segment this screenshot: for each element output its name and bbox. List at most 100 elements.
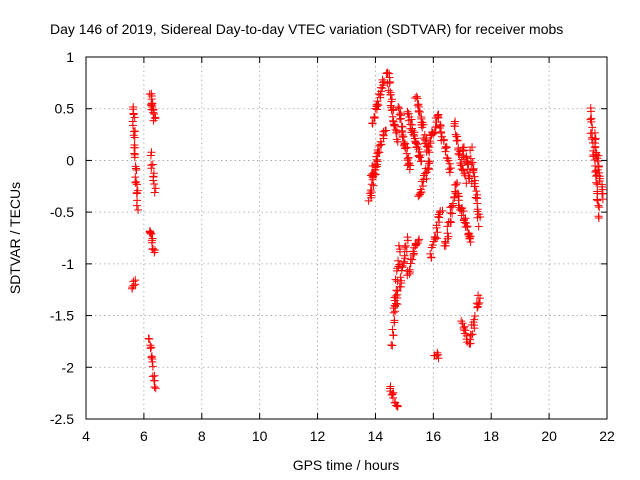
data-point [424, 164, 433, 173]
data-point [371, 104, 380, 113]
data-point [397, 278, 406, 287]
data-point [149, 176, 158, 185]
data-point [393, 286, 402, 295]
data-point [150, 180, 159, 189]
y-tick-label: 1 [66, 49, 74, 65]
data-point [366, 189, 375, 198]
data-point [459, 207, 468, 216]
data-point [593, 196, 602, 205]
data-point [414, 236, 423, 245]
data-point [593, 157, 602, 166]
data-point [438, 206, 447, 215]
data-point [409, 247, 418, 256]
data-point [420, 169, 429, 178]
data-point [591, 142, 600, 151]
data-point [457, 161, 466, 170]
data-point [148, 362, 157, 371]
data-point [147, 164, 156, 173]
data-point [474, 222, 483, 231]
data-point [443, 222, 452, 231]
data-point [586, 115, 595, 124]
data-point [374, 148, 383, 157]
data-point [456, 205, 465, 214]
data-point [426, 249, 435, 258]
data-point [454, 149, 463, 158]
data-point [445, 159, 454, 168]
data-point [399, 132, 408, 141]
data-point [598, 182, 607, 191]
y-axis-label: SDTVAR / TECUs [7, 182, 23, 294]
data-point [128, 284, 137, 293]
data-point [592, 178, 601, 187]
data-point [371, 159, 380, 168]
data-point [413, 101, 422, 110]
y-axis-ticks: -2.5 -2 -1.5 -1 -0.5 0 0.5 1 [50, 49, 607, 427]
data-point [411, 241, 420, 250]
data-point [453, 178, 462, 187]
data-point [448, 209, 457, 218]
data-point [147, 230, 156, 239]
data-point [427, 253, 436, 262]
data-point [390, 316, 399, 325]
y-tick-label: 0 [66, 152, 74, 168]
data-point [412, 92, 421, 101]
data-point [389, 331, 398, 340]
data-point [146, 228, 155, 237]
data-point [460, 322, 469, 331]
data-point [369, 181, 378, 190]
data-point [431, 122, 440, 131]
y-tick-label: 0.5 [55, 101, 75, 117]
data-point [441, 147, 450, 156]
data-point [476, 213, 485, 222]
data-point [390, 121, 399, 130]
data-point [392, 299, 401, 308]
data-point [470, 312, 479, 321]
data-point [402, 149, 411, 158]
data-point [389, 393, 398, 402]
data-point [452, 132, 461, 141]
data-point [391, 307, 400, 316]
data-point [426, 139, 435, 148]
data-point [598, 189, 607, 198]
x-tick-label: 6 [140, 428, 148, 444]
x-axis-ticks: 4 6 8 10 12 14 16 18 20 22 [82, 57, 615, 444]
data-point [468, 158, 477, 167]
data-point [462, 153, 471, 162]
data-point [147, 236, 156, 245]
data-point [414, 107, 423, 116]
y-tick-label: -2 [62, 359, 75, 375]
data-point [466, 146, 475, 155]
data-point [397, 114, 406, 123]
data-point [451, 181, 460, 190]
data-point [408, 255, 417, 264]
data-point [443, 154, 452, 163]
data-point [385, 78, 394, 87]
data-point [425, 159, 434, 168]
data-point [131, 276, 140, 285]
data-point [388, 341, 397, 350]
data-point [376, 90, 385, 99]
data-point [443, 229, 452, 238]
data-point [401, 144, 410, 153]
chart-title: Day 146 of 2019, Sidereal Day-to-day VTE… [50, 21, 563, 37]
data-point [370, 113, 379, 122]
data-point [146, 151, 155, 160]
x-tick-label: 8 [198, 428, 206, 444]
data-point [594, 201, 603, 210]
data-point [148, 372, 157, 381]
data-point [398, 261, 407, 270]
data-point [433, 228, 442, 237]
data-point [389, 116, 398, 125]
data-point [412, 143, 421, 152]
data-point [147, 343, 156, 352]
data-point [387, 95, 396, 104]
data-point [151, 113, 160, 122]
data-point [391, 275, 400, 284]
data-point [418, 123, 427, 132]
data-point [150, 383, 159, 392]
data-point [378, 75, 387, 84]
data-point [408, 126, 417, 135]
data-point [394, 241, 403, 250]
data-point [379, 81, 388, 90]
